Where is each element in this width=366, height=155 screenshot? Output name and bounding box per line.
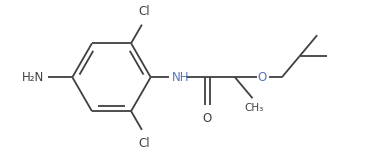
Text: O: O (203, 111, 212, 124)
Text: O: O (258, 71, 267, 84)
Text: Cl: Cl (138, 5, 150, 18)
Text: NH: NH (172, 71, 190, 84)
Text: H₂N: H₂N (22, 71, 44, 84)
Text: Cl: Cl (138, 137, 150, 150)
Text: CH₃: CH₃ (244, 103, 263, 113)
